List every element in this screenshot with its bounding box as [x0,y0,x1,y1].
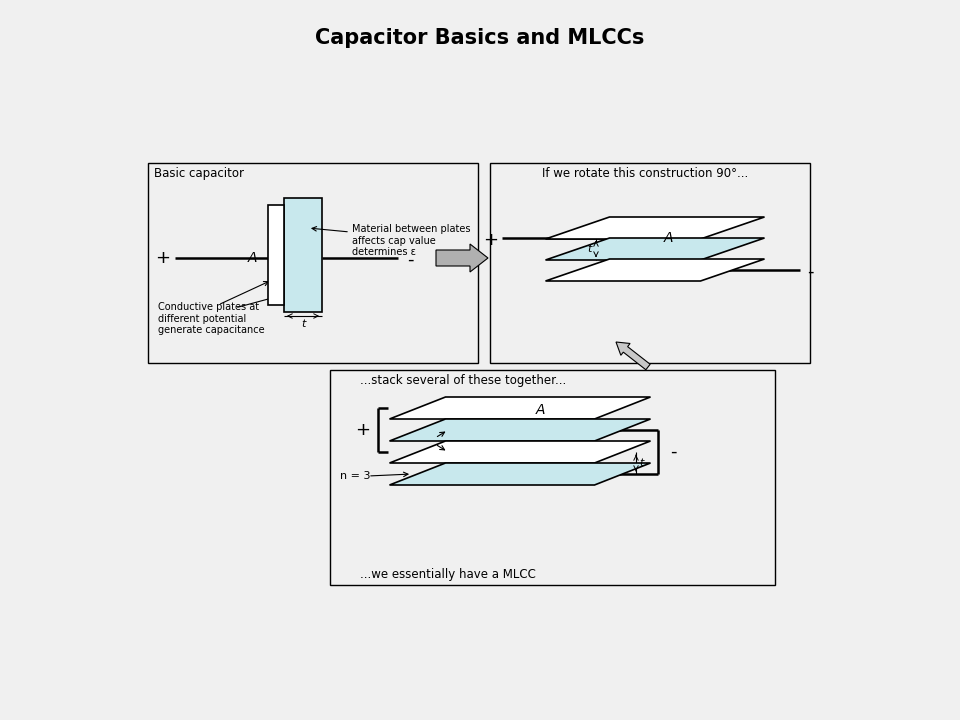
Text: Capacitor Basics and MLCCs: Capacitor Basics and MLCCs [315,28,645,48]
Text: t: t [300,319,305,329]
Polygon shape [390,419,651,441]
Polygon shape [436,244,488,272]
Text: n = 3: n = 3 [340,471,371,481]
Text: +: + [355,421,371,439]
Polygon shape [616,342,650,370]
Text: Basic capacitor: Basic capacitor [154,167,244,180]
Bar [148,163,478,363]
Text: If we rotate this construction 90°...: If we rotate this construction 90°... [542,167,748,180]
Text: Material between plates
affects cap value
determines ε: Material between plates affects cap valu… [352,224,470,257]
Polygon shape [545,217,764,239]
Text: -: - [806,263,813,281]
Text: +: + [156,249,171,267]
Polygon shape [545,259,764,281]
Polygon shape [545,238,764,260]
Polygon shape [390,397,651,419]
Polygon shape [390,463,651,485]
Text: +: + [484,231,498,249]
Text: ...we essentially have a MLCC: ...we essentially have a MLCC [360,568,536,581]
Text: t: t [639,458,643,468]
Text: -: - [670,443,676,461]
Bar [268,205,284,305]
Text: A: A [536,403,544,417]
Text: A: A [663,231,673,245]
Text: Conductive plates at
different potential
generate capacitance: Conductive plates at different potential… [158,302,265,336]
Text: ...stack several of these together...: ...stack several of these together... [360,374,566,387]
Text: -: - [407,251,413,269]
Polygon shape [390,441,651,463]
Bar [490,163,810,363]
Bar [284,198,322,312]
Bar [330,370,775,585]
Text: t: t [588,244,592,254]
Text: A: A [248,251,256,265]
